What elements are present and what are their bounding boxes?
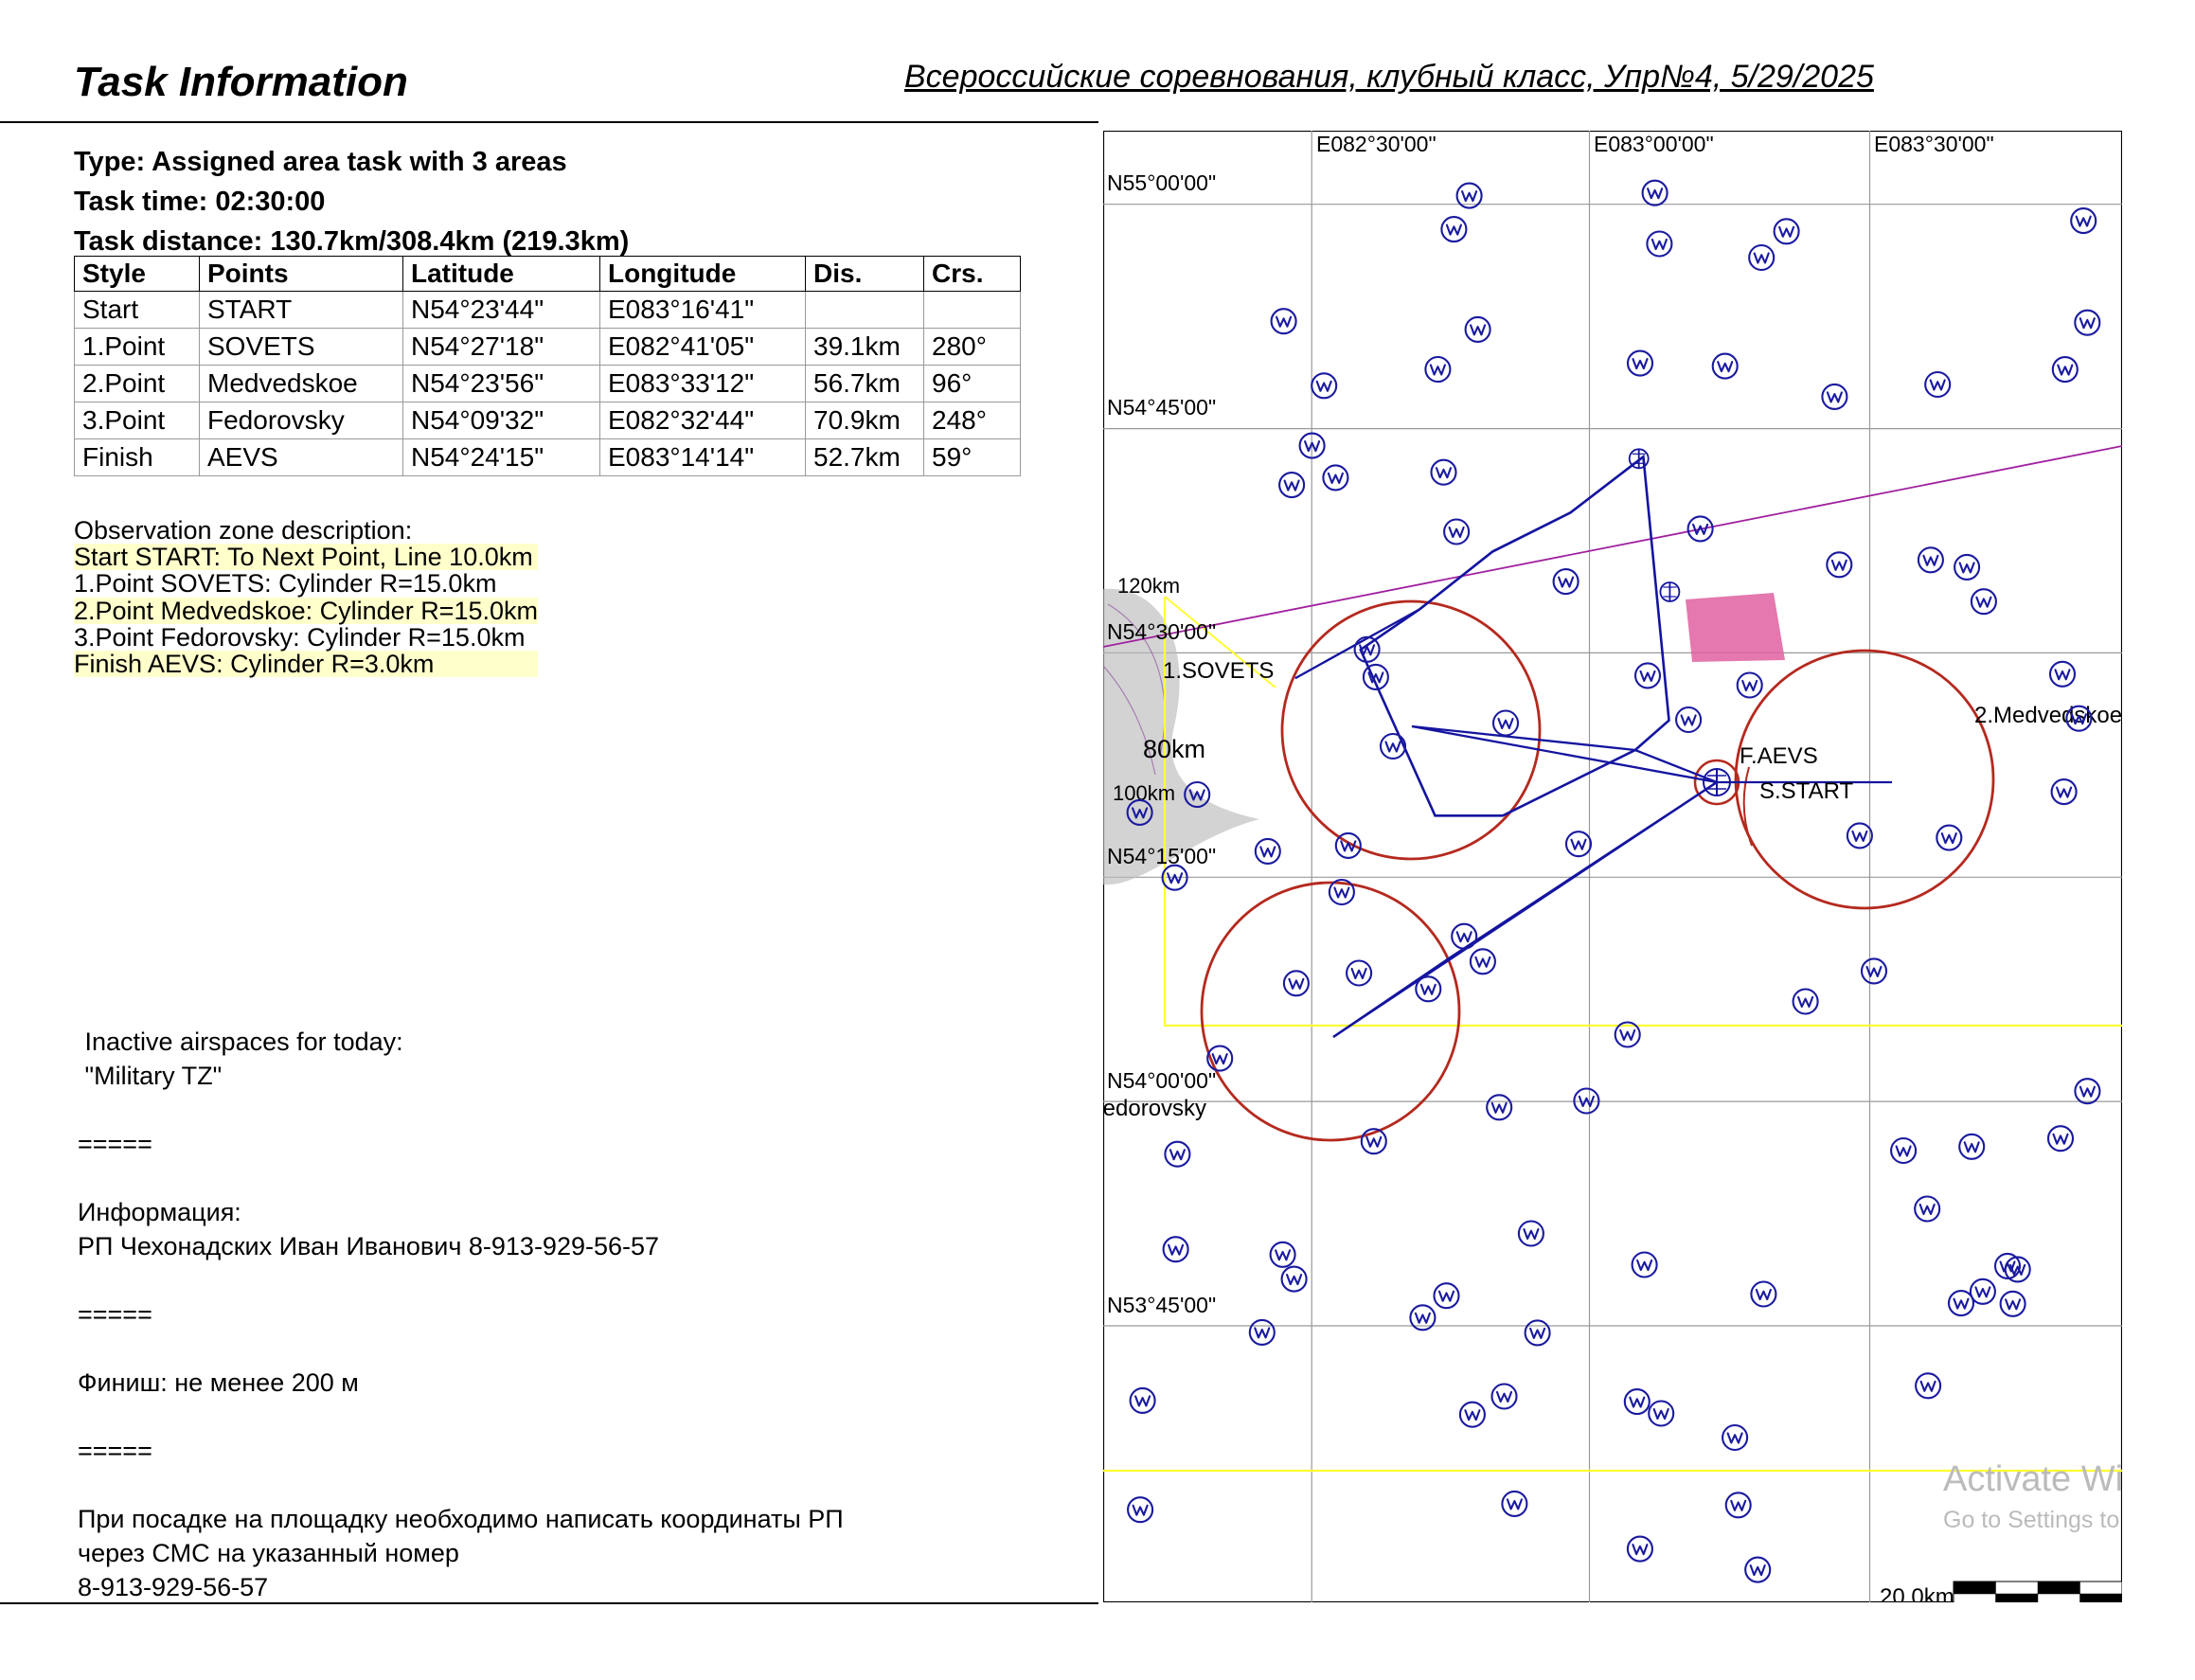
svg-text:Fedorovsky: Fedorovsky — [1103, 1096, 1206, 1121]
svg-text:1.SOVETS: 1.SOVETS — [1163, 658, 1274, 684]
svg-text:80km: 80km — [1143, 735, 1205, 763]
svg-text:N54°15'00": N54°15'00" — [1107, 844, 1216, 868]
svg-text:N53°45'00": N53°45'00" — [1107, 1293, 1216, 1317]
svg-text:120km: 120km — [1117, 574, 1180, 598]
svg-text:F.AEVS: F.AEVS — [1740, 743, 1818, 769]
svg-text:N54°30'00": N54°30'00" — [1107, 619, 1216, 644]
svg-text:N54°45'00": N54°45'00" — [1107, 395, 1216, 420]
svg-text:E083°00'00": E083°00'00" — [1594, 132, 1714, 156]
svg-text:E082°30'00": E082°30'00" — [1316, 132, 1437, 156]
svg-text:Activate Windows: Activate Windows — [1943, 1459, 2122, 1499]
svg-text:S.START: S.START — [1759, 778, 1853, 804]
svg-text:E083°30'00": E083°30'00" — [1874, 132, 1994, 156]
svg-text:2.Medvedskoe: 2.Medvedskoe — [1974, 703, 2122, 728]
svg-text:N55°00'00": N55°00'00" — [1107, 170, 1216, 195]
svg-text:Go to Settings to activate Win: Go to Settings to activate Windows. — [1943, 1507, 2122, 1533]
svg-text:20.0km: 20.0km — [1880, 1584, 1954, 1602]
svg-text:N54°00'00": N54°00'00" — [1107, 1068, 1216, 1093]
